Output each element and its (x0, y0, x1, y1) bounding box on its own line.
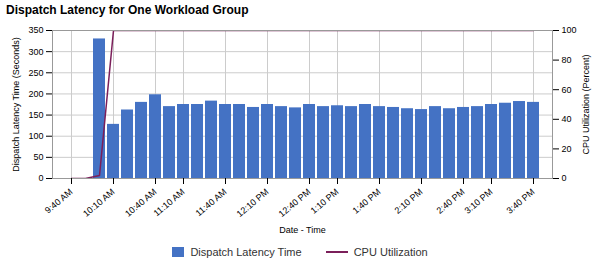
html-text:CPU Utilization: CPU Utilization (353, 246, 428, 258)
svg-text:80: 80 (562, 55, 572, 65)
svg-text:Date - Time: Date - Time (279, 225, 326, 235)
svg-text:10:40 AM: 10:40 AM (123, 186, 159, 219)
svg-text:2:40 PM: 2:40 PM (435, 187, 467, 216)
svg-text:60: 60 (562, 85, 572, 95)
svg-text:300: 300 (28, 47, 43, 57)
svg-text:CPU Utilization (Percent): CPU Utilization (Percent) (581, 54, 591, 154)
svg-text:9:40 AM: 9:40 AM (43, 187, 75, 216)
html-text:Dispatch Latency for One Workl: Dispatch Latency for One Workload Group (6, 3, 249, 17)
svg-text:11:10 AM: 11:10 AM (152, 187, 187, 219)
svg-text:Dispatch Latency Time (Seconds: Dispatch Latency Time (Seconds) (11, 37, 21, 172)
svg-text:40: 40 (562, 114, 572, 124)
svg-text:150: 150 (28, 110, 43, 120)
svg-text:250: 250 (28, 68, 43, 78)
svg-text:11:40 AM: 11:40 AM (194, 187, 229, 219)
svg-text:1:10 PM: 1:10 PM (309, 187, 341, 216)
svg-text:12:10 PM: 12:10 PM (235, 187, 271, 219)
svg-text:200: 200 (28, 89, 43, 99)
svg-text:0: 0 (38, 173, 43, 183)
svg-text:100: 100 (28, 131, 43, 141)
html-text:Dispatch Latency Time: Dispatch Latency Time (190, 246, 302, 258)
svg-text:0: 0 (562, 173, 567, 183)
svg-text:2:10 PM: 2:10 PM (393, 187, 425, 216)
svg-text:1:40 PM: 1:40 PM (351, 187, 383, 216)
svg-text:100: 100 (562, 25, 577, 35)
svg-text:12:40 PM: 12:40 PM (277, 187, 313, 219)
svg-text:10:10 AM: 10:10 AM (81, 187, 117, 219)
svg-text:3:40 PM: 3:40 PM (505, 187, 537, 216)
svg-text:50: 50 (33, 152, 43, 162)
svg-text:20: 20 (562, 144, 572, 154)
svg-text:350: 350 (28, 25, 43, 35)
svg-text:3:10 PM: 3:10 PM (463, 187, 495, 216)
